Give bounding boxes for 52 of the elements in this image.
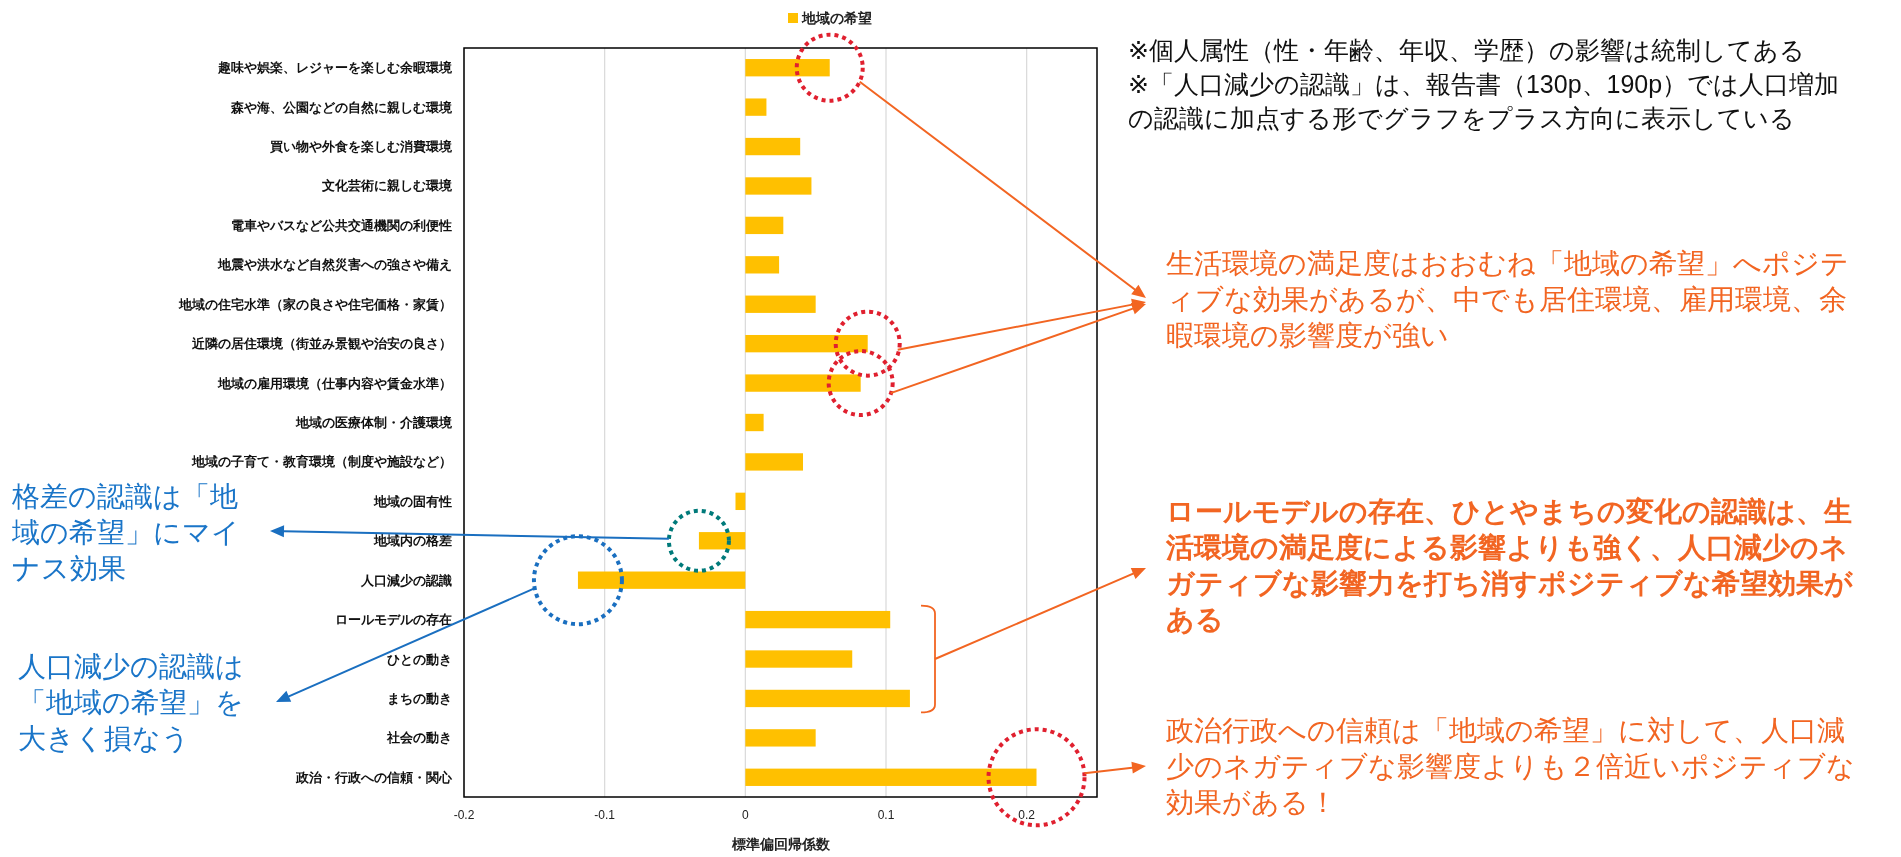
x-tick-label: -0.2 bbox=[453, 808, 475, 822]
y-tick-label: 地域の雇用環境（仕事内容や賃金水準） bbox=[217, 375, 452, 391]
x-tick-label: -0.1 bbox=[594, 808, 616, 822]
y-tick-label: まちの動き bbox=[387, 690, 452, 706]
bar bbox=[745, 177, 812, 195]
bar bbox=[745, 98, 767, 116]
y-tick-label: 人口減少の認識 bbox=[360, 572, 452, 588]
y-tick-label: 文化芸術に親しむ環境 bbox=[321, 178, 453, 194]
text: 人口減少の認識は「地域の希望」を大きく損なう bbox=[18, 650, 245, 756]
y-tick-label: ロールモデルの存在 bbox=[335, 612, 452, 628]
bar bbox=[698, 532, 746, 550]
x-tick-label: 0 bbox=[741, 808, 749, 822]
y-tick-label: 近隣の居住環境（街並み景観や治安の良さ） bbox=[191, 336, 452, 352]
x-tick-label: 0.1 bbox=[877, 808, 895, 822]
y-tick-label: 森や海、公園などの自然に親しむ環境 bbox=[230, 99, 453, 115]
bar bbox=[745, 689, 910, 708]
bar bbox=[745, 610, 891, 629]
bar bbox=[745, 256, 780, 274]
text: ※個人属性（性・年齢、年収、学歴）の影響は統制してある bbox=[1128, 35, 1806, 66]
bar bbox=[745, 334, 868, 353]
bar bbox=[577, 571, 746, 589]
legend-label: 地域の希望 bbox=[801, 10, 872, 26]
y-tick-label: 地震や洪水など自然災害への強さや備え bbox=[217, 257, 452, 273]
x-axis-title: 標準偏回帰係数 bbox=[730, 836, 831, 852]
bar bbox=[745, 137, 801, 156]
y-tick-label: 地域の住宅水準（家の良さや住宅価格・家賃） bbox=[178, 296, 452, 312]
text: 生活環境の満足度はおおむね「地域の希望」へポジティブな効果があるが、中でも居住環境、雇用環境、余暇環境の影響度が強い bbox=[1166, 247, 1850, 353]
y-tick-label: 政治・行政への信頼・関心 bbox=[295, 769, 453, 785]
bar bbox=[745, 413, 764, 432]
y-tick-label: 買い物や外食を楽しむ消費環境 bbox=[269, 139, 453, 155]
bar bbox=[745, 59, 830, 77]
bar bbox=[745, 295, 816, 313]
bar bbox=[745, 453, 804, 471]
text: ※「人口減少の認識」は、報告書（130p、190p）では人口増加の認識に加点する形でグラフをプラス方向に表示している bbox=[1128, 69, 1841, 134]
y-tick-label: 地域の子育て・教育環境（制度や施設など） bbox=[191, 454, 452, 470]
y-tick-label: 地域内の格差 bbox=[373, 533, 452, 549]
bar bbox=[735, 492, 746, 511]
bar bbox=[745, 216, 784, 235]
y-tick-label: 趣味や娯楽、レジャーを楽しむ余暇環境 bbox=[217, 60, 453, 76]
text: 政治行政への信頼は「地域の希望」に対して、人口減少のネガティブな影響度よりも２倍近いポジティブな効果がある！ bbox=[1166, 714, 1856, 820]
y-tick-label: 地域の医療体制・介護環境 bbox=[295, 415, 453, 430]
x-tick-label: 0.2 bbox=[1018, 808, 1036, 822]
bar bbox=[745, 729, 816, 747]
bar bbox=[745, 768, 1037, 786]
y-tick-label: 電車やバスなど公共交通機関の利便性 bbox=[231, 217, 452, 233]
y-tick-label: 地域の固有性 bbox=[373, 493, 452, 509]
y-tick-label: 社会の動き bbox=[386, 730, 452, 746]
text: 格差の認識は「地域の希望」にマイナス効果 bbox=[12, 480, 241, 586]
bar bbox=[745, 374, 861, 392]
y-tick-label: ひとの動き bbox=[387, 651, 452, 667]
text: ロールモデルの存在、ひとやまちの変化の認識は、生活環境の満足度による影響よりも強く、人口減少のネガティブな影響力を打ち消すポジティブな希望効果がある bbox=[1166, 495, 1854, 637]
bar bbox=[745, 650, 853, 668]
